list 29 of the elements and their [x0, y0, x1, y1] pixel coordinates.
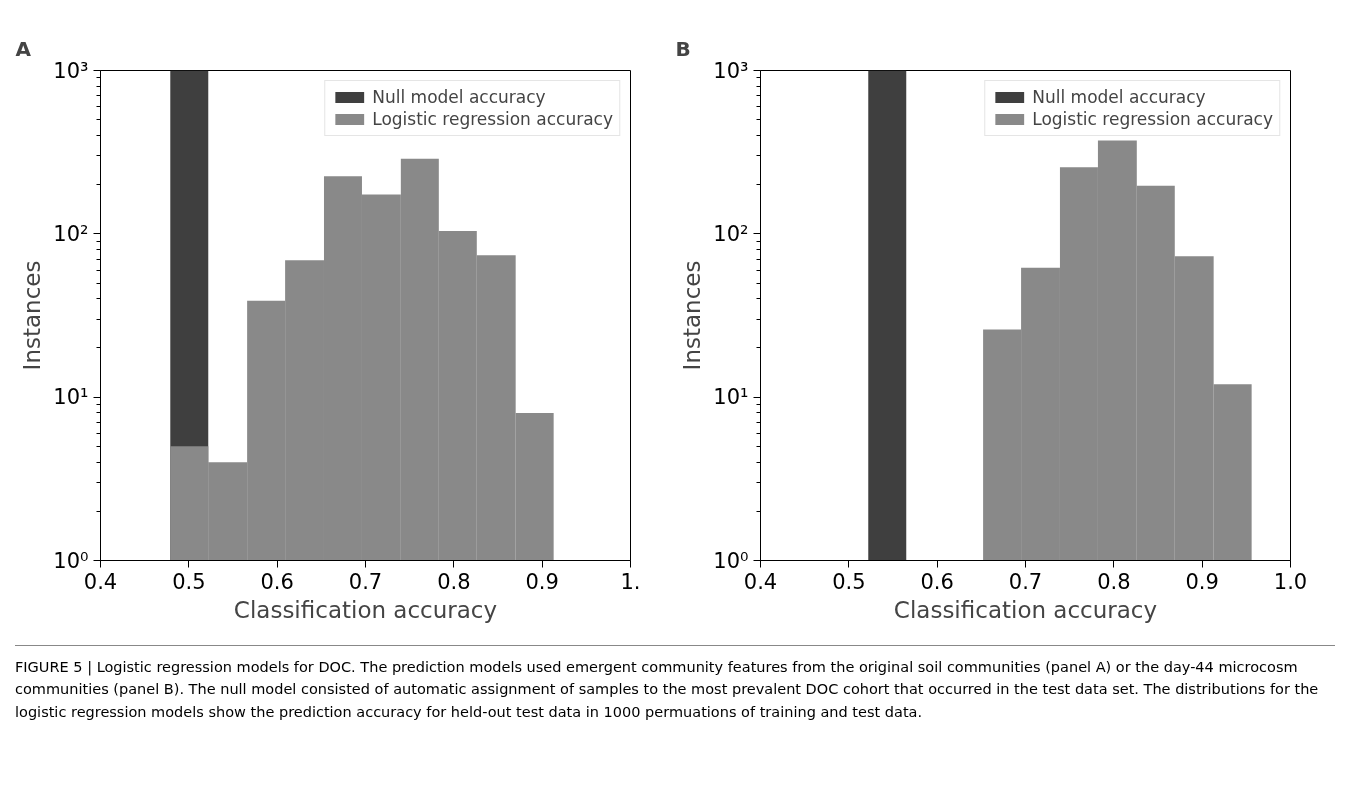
x-tick-label: 0.8: [1097, 569, 1131, 594]
legend-label: Logistic regression accuracy: [372, 109, 613, 129]
y-tick-label: 10³: [713, 58, 749, 83]
y-tick-label: 10²: [713, 221, 749, 246]
x-tick-label: 1.: [620, 569, 641, 594]
x-axis-title: Classification accuracy: [893, 596, 1158, 623]
x-tick-label: 0.8: [437, 569, 471, 594]
y-axis-title: Instances: [19, 260, 46, 371]
x-tick-label: 0.7: [348, 569, 383, 594]
legend-label: Null model accuracy: [372, 87, 546, 107]
x-tick-label: 0.7: [1008, 569, 1043, 594]
text: A: [15, 36, 32, 61]
x-tick-label: 0.9: [1185, 569, 1219, 594]
legend-label: Logistic regression accuracy: [1032, 109, 1273, 129]
x-tick-label: 1.0: [1273, 569, 1308, 594]
caption: FIGURE 5 | Logistic regression models for DOC. The prediction models used emergent community features from the original soil communities (panel A) or the day-44 microcosm communities (panel B). The null model consisted of automatic assignment of samples to the most prevalent DOC cohort that occurred in the test data set. The distributions for the logistic regression models show the prediction accuracy for held-out test data in 1000 permuations of training and test data.: [15, 658, 1320, 722]
y-tick-label: 10²: [53, 221, 89, 246]
y-axis-title: Instances: [679, 260, 706, 371]
x-tick-label: 0.6: [920, 569, 954, 594]
text: B: [675, 36, 691, 61]
x-tick-label: 0.9: [525, 569, 559, 594]
y-tick-label: 10¹: [53, 385, 89, 410]
x-axis-title: Classification accuracy: [233, 596, 498, 623]
x-tick-label: 0.6: [260, 569, 294, 594]
legend-label: Null model accuracy: [1032, 87, 1206, 107]
y-tick-label: 10³: [53, 58, 89, 83]
x-tick-label: 0.5: [832, 569, 866, 594]
y-tick-label: 10¹: [713, 385, 749, 410]
x-tick-label: 0.5: [172, 569, 206, 594]
